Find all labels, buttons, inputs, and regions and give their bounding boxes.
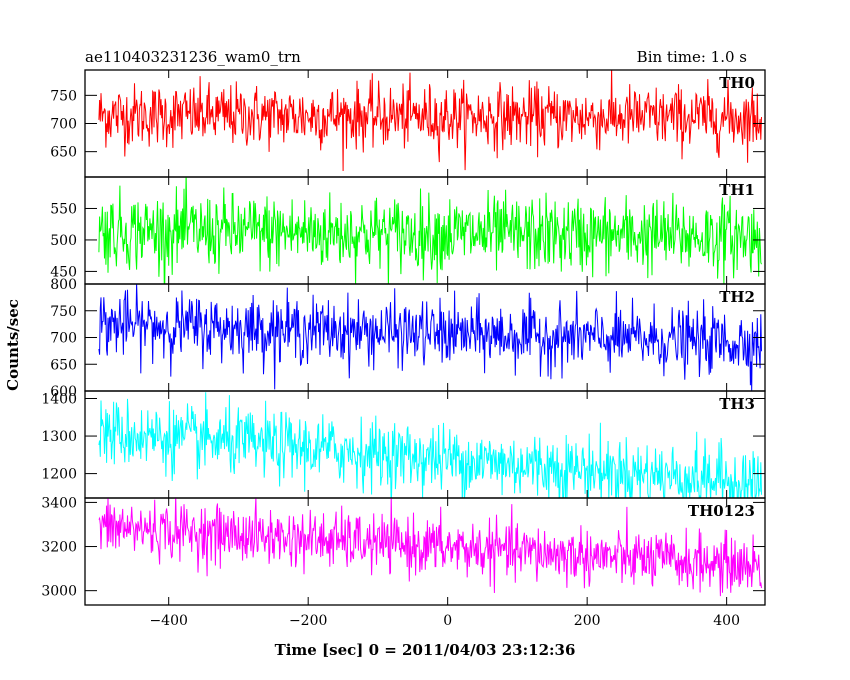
series-line-th3 <box>98 392 762 498</box>
series-line-th0123 <box>98 498 762 597</box>
panel-label-th3: TH3 <box>719 395 755 413</box>
series-line-th1 <box>98 177 762 284</box>
y-tick-label: 500 <box>50 233 77 249</box>
y-tick-label: 3000 <box>41 584 77 600</box>
panel-label-th1: TH1 <box>719 181 755 199</box>
y-tick-label: 700 <box>50 331 77 347</box>
y-tick-label: 1400 <box>41 392 77 408</box>
y-tick-label: 750 <box>50 304 77 320</box>
x-tick-label: 400 <box>713 613 740 629</box>
y-axis-label: Counts/sec <box>4 299 22 391</box>
panel-label-th2: TH2 <box>719 288 755 306</box>
y-tick-label: 750 <box>50 88 77 104</box>
bin-time-label: Bin time: 1.0 s <box>637 48 747 66</box>
y-tick-label: 650 <box>50 145 77 161</box>
x-axis-label: Time [sec] 0 = 2011/04/03 23:12:36 <box>275 641 576 659</box>
y-tick-label: 600 <box>50 384 77 400</box>
panel-label-th0: TH0 <box>719 74 755 92</box>
panel-label-th0123: TH0123 <box>688 502 755 520</box>
x-tick-label: −400 <box>149 613 187 629</box>
x-tick-label: 200 <box>574 613 601 629</box>
y-tick-label: 550 <box>50 201 77 217</box>
y-tick-label: 650 <box>50 357 77 373</box>
x-tick-label: 0 <box>443 613 452 629</box>
y-tick-label: 450 <box>50 264 77 280</box>
x-tick-label: −200 <box>289 613 327 629</box>
series-line-th2 <box>98 284 762 391</box>
panels-group: 650 700 750 TH0 450 500 550 TH1 600 650 700 750 800 T… <box>41 69 766 629</box>
y-tick-label: 800 <box>50 277 77 293</box>
y-tick-label: 700 <box>50 117 77 133</box>
panel-frame-th0123 <box>84 497 766 606</box>
y-tick-label: 3200 <box>41 540 77 556</box>
series-line-th0 <box>98 70 762 172</box>
y-tick-label: 3400 <box>41 495 77 511</box>
y-tick-label: 1200 <box>41 467 77 483</box>
chart-title: ae110403231236_wam0_trn <box>85 48 301 66</box>
y-tick-label: 1300 <box>41 429 77 445</box>
